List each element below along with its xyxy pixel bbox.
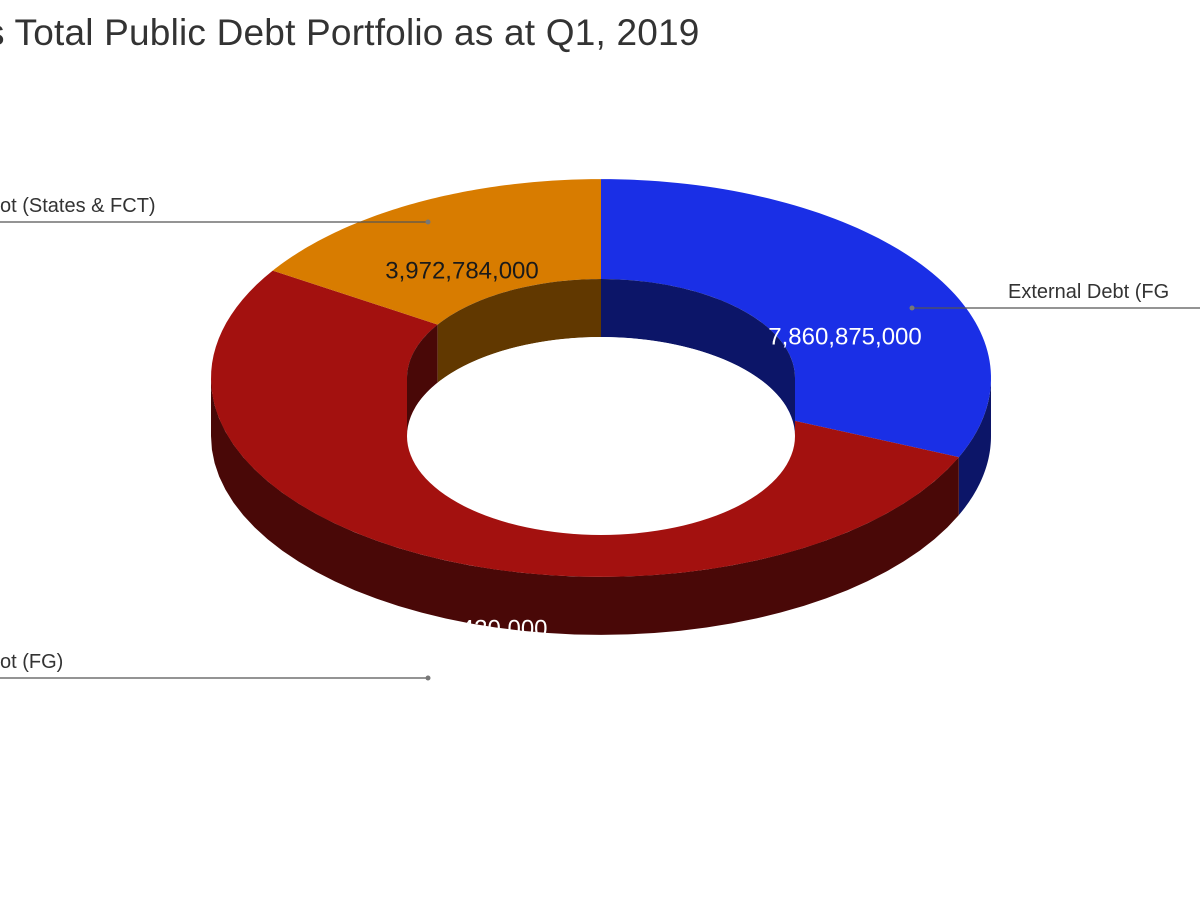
slice-labels: 7,860,875,000 External Debt (FG 13,113,420… [0,195,1200,681]
slice-1[interactable] [211,270,959,577]
callout-dot-0 [909,305,915,311]
donut-top-faces [211,179,991,577]
donut-outer-walls [211,378,991,635]
slice-inner-wall-1 [407,324,438,436]
slice-0[interactable] [601,179,991,458]
chart-title: s Total Public Debt Portfolio as at Q1, … [0,12,700,53]
slice-value-label-2: 3,972,784,000 [385,257,538,284]
donut-inner-walls [407,279,795,436]
slice-2[interactable] [272,179,601,325]
slice-value-label-1: 13,113,420,000 [382,615,547,642]
callout-dot-2 [425,219,431,225]
slice-side-1 [211,378,959,635]
callout-label-0: External Debt (FG [1008,281,1169,303]
slice-value-label-0: 7,860,875,000 [768,323,921,350]
donut-hole [407,337,795,535]
callout-dot-1 [425,675,431,681]
callout-label-1: ot (FG) [0,651,63,673]
slice-side-0 [958,378,991,516]
callout-label-2: ot (States & FCT) [0,195,156,217]
slice-inner-wall-0 [601,279,795,436]
slice-inner-wall-2 [437,279,601,383]
